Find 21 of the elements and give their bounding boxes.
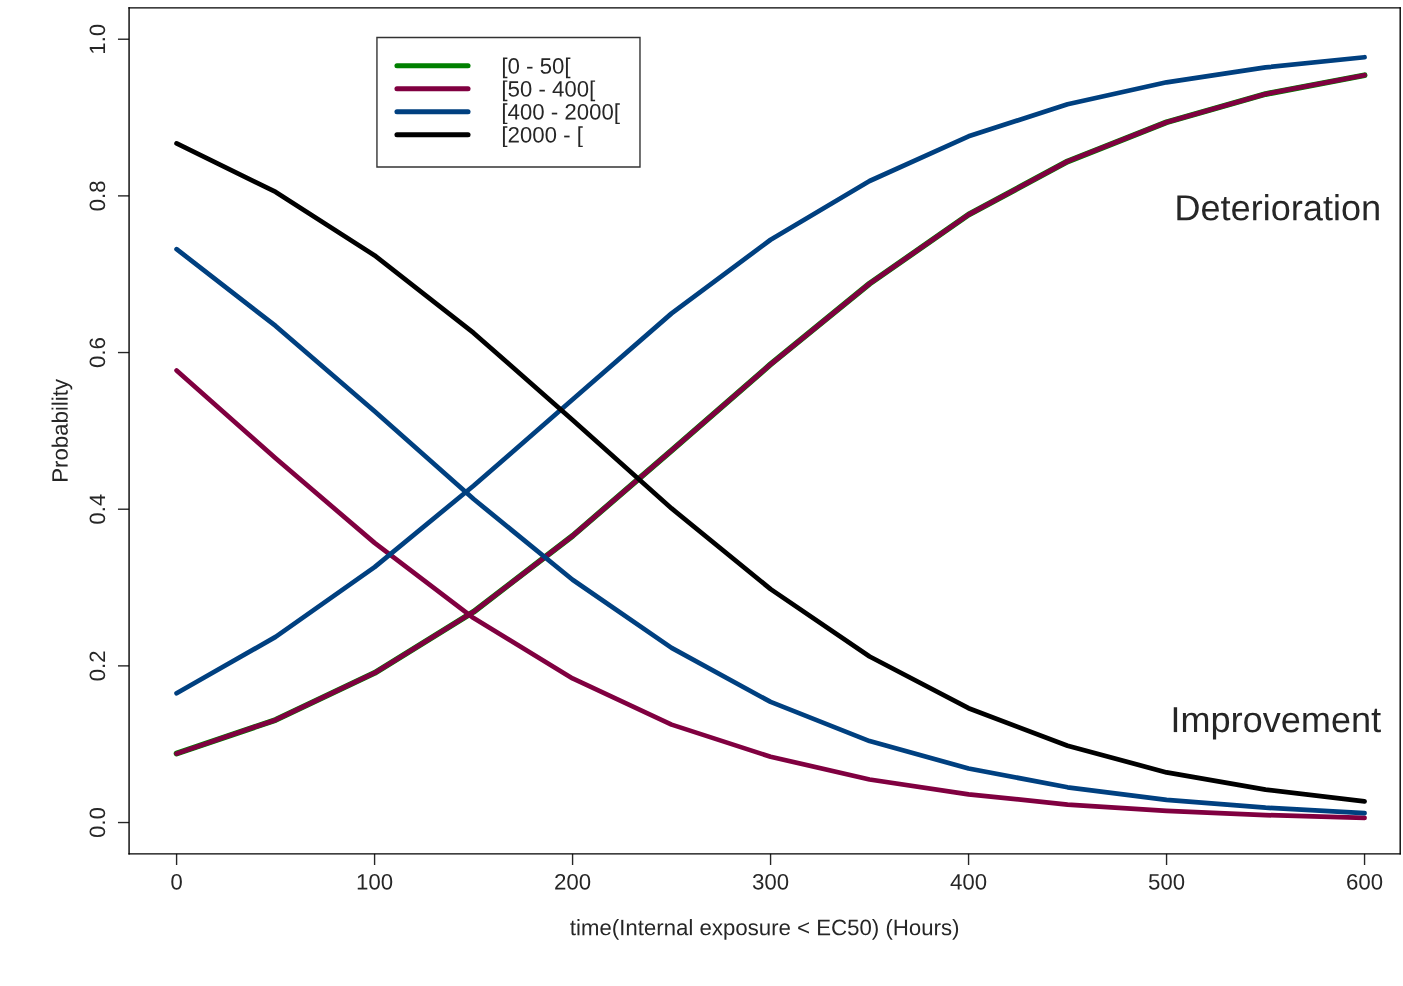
x-tick-label: 200 bbox=[555, 873, 591, 890]
x-tick-label: 300 bbox=[752, 873, 789, 890]
legend-label: [50 - 400[ bbox=[502, 80, 596, 102]
x-tick-label: 600 bbox=[1347, 873, 1383, 890]
x-axis-title: time(Internal exposure < EC50) (Hours) bbox=[570, 919, 959, 940]
x-tick-label: 0 bbox=[171, 873, 182, 890]
y-axis-title: Probability bbox=[51, 379, 73, 481]
y-tick-label: 1.0 bbox=[89, 24, 106, 53]
annotation: Improvement bbox=[1173, 707, 1381, 740]
legend-label: [0 - 50[ bbox=[502, 57, 571, 79]
legend-label: [400 - 2000[ bbox=[502, 103, 620, 125]
y-tick-label: 0.0 bbox=[89, 807, 106, 838]
y-tick-label: 0.6 bbox=[89, 338, 106, 368]
y-tick-label: 0.2 bbox=[89, 651, 106, 681]
y-tick-label: 0.4 bbox=[89, 494, 106, 524]
y-tick-label: 0.8 bbox=[89, 181, 106, 211]
x-tick-label: 500 bbox=[1148, 873, 1185, 890]
legend-label: [2000 - [ bbox=[502, 126, 583, 148]
x-tick-label: 100 bbox=[357, 873, 393, 890]
x-tick-label: 400 bbox=[950, 873, 987, 890]
annotation: Deterioration bbox=[1177, 194, 1379, 221]
